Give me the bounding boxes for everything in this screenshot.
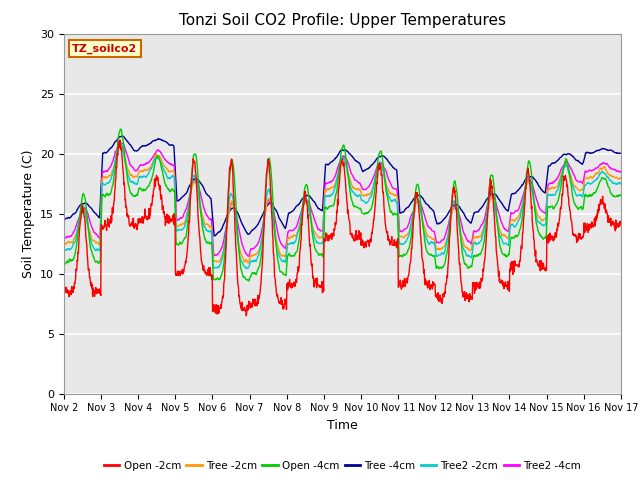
Open -2cm: [617, 221, 625, 227]
Line: Open -4cm: Open -4cm: [64, 129, 621, 281]
Tree2 -4cm: [184, 199, 192, 205]
Tree -2cm: [552, 184, 559, 190]
Tree2 -2cm: [429, 241, 437, 247]
Open -4cm: [502, 254, 510, 260]
Open -2cm: [243, 313, 250, 319]
Y-axis label: Soil Temperature (C): Soil Temperature (C): [22, 149, 35, 278]
Open -4cm: [617, 192, 625, 198]
Open -4cm: [244, 278, 252, 284]
Tree2 -2cm: [617, 180, 625, 186]
Open -2cm: [247, 300, 255, 306]
Tree2 -2cm: [116, 139, 124, 145]
Tree2 -4cm: [502, 228, 510, 233]
Tree2 -2cm: [247, 258, 255, 264]
Tree2 -4cm: [247, 246, 255, 252]
Tree -4cm: [617, 150, 625, 156]
Open -4cm: [171, 188, 179, 194]
Tree -2cm: [116, 141, 124, 147]
Tree -4cm: [429, 208, 437, 214]
Line: Tree2 -4cm: Tree2 -4cm: [64, 143, 621, 256]
Tree -2cm: [60, 240, 68, 245]
Tree2 -2cm: [184, 204, 192, 210]
Open -2cm: [171, 217, 179, 223]
Tree -2cm: [617, 175, 625, 180]
X-axis label: Time: Time: [327, 419, 358, 432]
Tree -4cm: [502, 207, 510, 213]
Tree -2cm: [184, 206, 192, 212]
Open -4cm: [247, 273, 255, 279]
Tree -2cm: [429, 236, 437, 242]
Tree -4cm: [171, 157, 179, 163]
Tree2 -4cm: [244, 253, 252, 259]
Open -2cm: [502, 282, 510, 288]
Tree -4cm: [184, 186, 192, 192]
Tree2 -2cm: [552, 191, 559, 197]
Open -4cm: [184, 216, 192, 221]
Line: Tree -4cm: Tree -4cm: [64, 136, 621, 236]
Open -2cm: [552, 230, 559, 236]
Tree2 -2cm: [60, 247, 68, 252]
Tree2 -4cm: [552, 178, 559, 183]
Open -2cm: [184, 234, 192, 240]
Tree -4cm: [247, 229, 255, 235]
Open -2cm: [429, 280, 437, 286]
Tree -2cm: [171, 179, 179, 185]
Tree2 -4cm: [429, 228, 437, 234]
Tree2 -2cm: [243, 265, 250, 271]
Tree2 -4cm: [617, 168, 625, 174]
Tree -4cm: [211, 233, 218, 239]
Tree2 -2cm: [171, 186, 179, 192]
Tree2 -4cm: [171, 171, 179, 177]
Open -2cm: [116, 137, 124, 143]
Open -4cm: [117, 126, 125, 132]
Tree -4cm: [552, 159, 559, 165]
Tree -2cm: [247, 252, 255, 258]
Tree2 -4cm: [60, 234, 68, 240]
Title: Tonzi Soil CO2 Profile: Upper Temperatures: Tonzi Soil CO2 Profile: Upper Temperatur…: [179, 13, 506, 28]
Line: Tree2 -2cm: Tree2 -2cm: [64, 142, 621, 268]
Tree -2cm: [244, 260, 252, 266]
Open -2cm: [60, 288, 68, 293]
Tree2 -2cm: [502, 240, 510, 246]
Open -4cm: [429, 253, 437, 259]
Text: TZ_soilco2: TZ_soilco2: [72, 44, 138, 54]
Open -4cm: [60, 263, 68, 268]
Open -4cm: [552, 203, 559, 208]
Line: Tree -2cm: Tree -2cm: [64, 144, 621, 263]
Line: Open -2cm: Open -2cm: [64, 140, 621, 316]
Tree -4cm: [60, 216, 68, 222]
Tree -4cm: [118, 133, 126, 139]
Tree -2cm: [502, 234, 510, 240]
Tree2 -4cm: [117, 140, 125, 146]
Legend: Open -2cm, Tree -2cm, Open -4cm, Tree -4cm, Tree2 -2cm, Tree2 -4cm: Open -2cm, Tree -2cm, Open -4cm, Tree -4…: [100, 456, 585, 475]
